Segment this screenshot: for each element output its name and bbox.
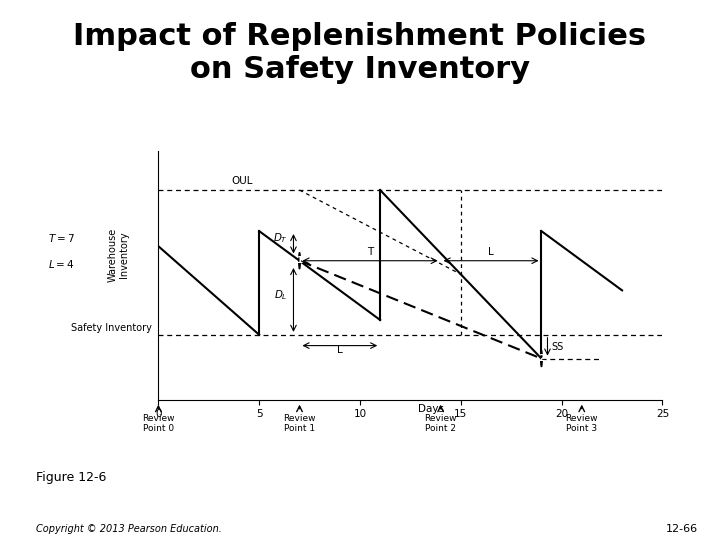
Text: 12-66: 12-66 — [666, 524, 698, 534]
Text: L: L — [488, 247, 494, 258]
Text: L: L — [337, 345, 343, 355]
Text: Figure 12-6: Figure 12-6 — [36, 470, 107, 484]
Text: Review
Point 2: Review Point 2 — [424, 414, 457, 433]
Text: T: T — [367, 247, 373, 258]
Text: Review
Point 3: Review Point 3 — [565, 414, 598, 433]
Text: $D_T$: $D_T$ — [273, 232, 287, 245]
Text: Warehouse
Inventory: Warehouse Inventory — [107, 228, 129, 282]
Text: Copyright © 2013 Pearson Education.: Copyright © 2013 Pearson Education. — [36, 524, 222, 534]
Text: OUL: OUL — [232, 176, 253, 186]
Circle shape — [541, 350, 542, 367]
Text: $L = 4$: $L = 4$ — [48, 258, 74, 270]
Circle shape — [299, 253, 300, 269]
Text: Safety Inventory: Safety Inventory — [71, 322, 153, 333]
Text: Review
Point 1: Review Point 1 — [283, 414, 316, 433]
Text: 2: 2 — [539, 354, 544, 363]
Text: $D_L$: $D_L$ — [274, 288, 287, 301]
Text: $T = 7$: $T = 7$ — [48, 232, 74, 244]
Text: Days: Days — [418, 404, 444, 414]
Text: Review
Point 0: Review Point 0 — [142, 414, 175, 433]
Text: 1: 1 — [297, 256, 302, 265]
Text: Impact of Replenishment Policies
on Safety Inventory: Impact of Replenishment Policies on Safe… — [73, 22, 647, 84]
Text: SS: SS — [552, 342, 564, 352]
